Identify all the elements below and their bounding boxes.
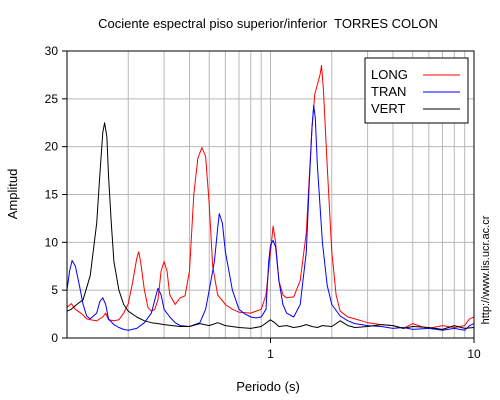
axis-ticks: 0 5 10 15 20 25 30 1 10 [45, 44, 481, 361]
series-lines [66, 64, 475, 331]
y-tick-label: 30 [45, 44, 59, 58]
x-tick-label: 10 [467, 347, 481, 361]
legend-label-tran: TRAN [371, 84, 406, 99]
website-url: http://www.lis.ucr.ac.cr [480, 215, 492, 324]
series-line-vert [66, 122, 475, 330]
chart-title: Cociente espectral piso superior/inferio… [98, 16, 438, 31]
grid-lines [67, 51, 474, 338]
legend: LONG TRAN VERT [364, 57, 469, 124]
y-tick-label: 0 [51, 331, 58, 345]
y-tick-label: 10 [45, 235, 59, 249]
legend-label-long: LONG [371, 67, 408, 82]
x-axis-label: Periodo (s) [236, 379, 300, 394]
legend-label-vert: VERT [371, 101, 405, 116]
series-line-long [66, 64, 475, 329]
y-tick-label: 15 [45, 188, 59, 202]
y-tick-label: 20 [45, 140, 59, 154]
x-tick-label: 1 [267, 347, 274, 361]
y-axis-label: Amplitud [5, 169, 20, 220]
y-tick-label: 5 [51, 283, 58, 297]
y-tick-label: 25 [45, 92, 59, 106]
series-line-tran [66, 105, 475, 331]
legend-box [364, 57, 469, 124]
